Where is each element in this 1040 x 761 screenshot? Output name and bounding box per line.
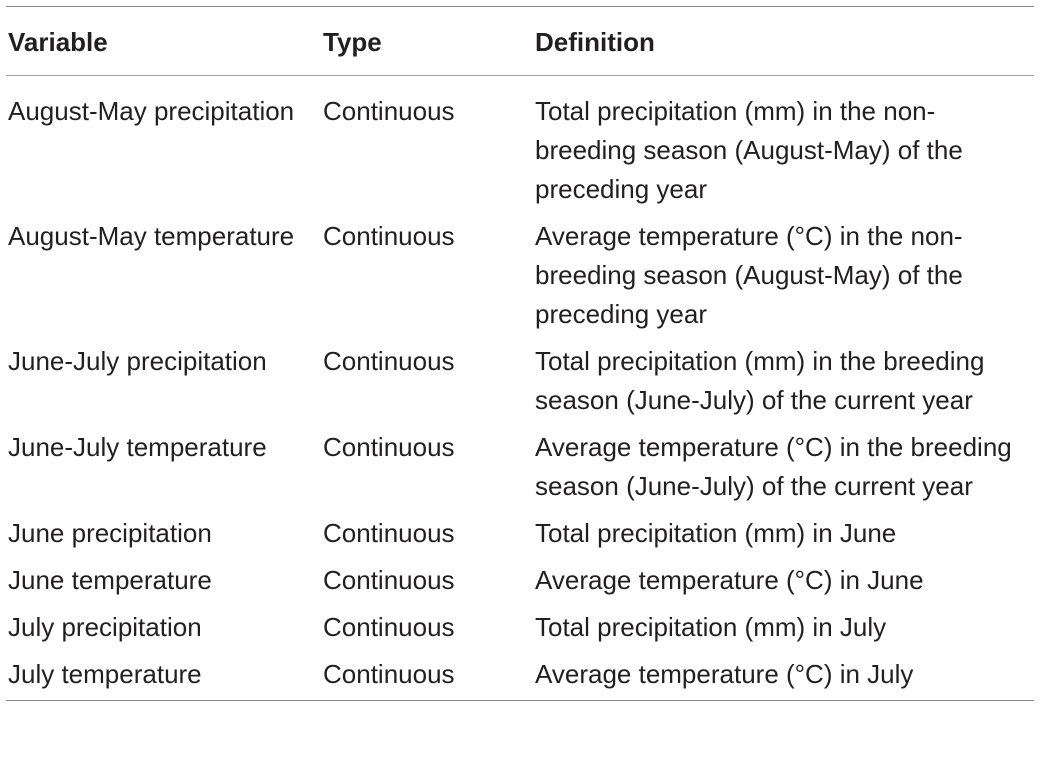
definition-cell: Total precipitation (mm) in July	[535, 612, 887, 642]
top-rule	[6, 6, 1034, 7]
bottom-rule	[6, 700, 1034, 701]
table-header-row: Variable Type Definition	[6, 7, 1034, 75]
header-variable: Variable	[8, 27, 108, 57]
definition-cell: Average temperature (°C) in the non-bree…	[535, 221, 963, 329]
type-cell: Continuous	[323, 612, 455, 642]
definition-cell: Total precipitation (mm) in June	[535, 518, 897, 548]
table-row: June temperature Continuous Average temp…	[6, 561, 1034, 600]
table-row: August-May precipitation Continuous Tota…	[6, 92, 1034, 209]
variable-cell: June-July temperature	[8, 432, 267, 462]
type-cell: Continuous	[323, 518, 455, 548]
type-cell: Continuous	[323, 659, 455, 689]
header-definition: Definition	[535, 27, 655, 57]
table-row: July precipitation Continuous Total prec…	[6, 608, 1034, 647]
variables-table: Variable Type Definition August-May prec…	[6, 6, 1034, 701]
header-type: Type	[323, 27, 382, 57]
variable-cell: June temperature	[8, 565, 212, 595]
variable-cell: July temperature	[8, 659, 202, 689]
variable-cell: June-July precipitation	[8, 346, 267, 376]
definition-cell: Average temperature (°C) in June	[535, 565, 924, 595]
header-rule	[6, 75, 1034, 76]
definition-cell: Total precipitation (mm) in the breeding…	[535, 346, 985, 415]
table-row: June-July temperature Continuous Average…	[6, 428, 1034, 506]
table-row: June-July precipitation Continuous Total…	[6, 342, 1034, 420]
variable-cell: August-May temperature	[8, 221, 295, 251]
table-row: June precipitation Continuous Total prec…	[6, 514, 1034, 553]
table-body: August-May precipitation Continuous Tota…	[6, 76, 1034, 700]
type-cell: Continuous	[323, 346, 455, 376]
variable-cell: August-May precipitation	[8, 96, 295, 126]
variable-cell: July precipitation	[8, 612, 202, 642]
definition-cell: Average temperature (°C) in the breeding…	[535, 432, 1012, 501]
type-cell: Continuous	[323, 565, 455, 595]
table-row: August-May temperature Continuous Averag…	[6, 217, 1034, 334]
table-row: July temperature Continuous Average temp…	[6, 655, 1034, 694]
type-cell: Continuous	[323, 96, 455, 126]
definition-cell: Total precipitation (mm) in the non-bree…	[535, 96, 963, 204]
type-cell: Continuous	[323, 221, 455, 251]
type-cell: Continuous	[323, 432, 455, 462]
variable-cell: June precipitation	[8, 518, 212, 548]
definition-cell: Average temperature (°C) in July	[535, 659, 914, 689]
